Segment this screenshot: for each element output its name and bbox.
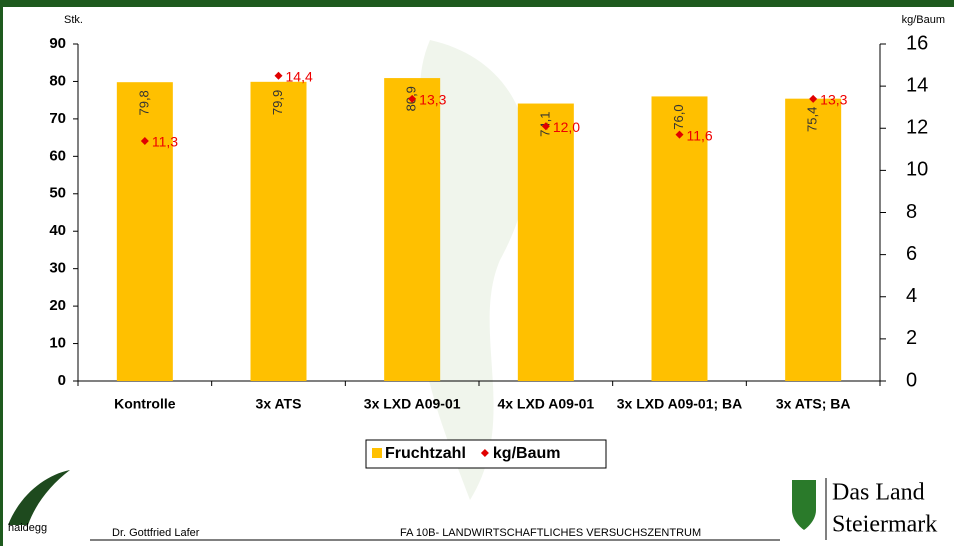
- bar: [116, 82, 173, 382]
- y2-tick-label: 10: [906, 159, 928, 181]
- left-bar: [0, 0, 3, 546]
- legend-label: Fruchtzahl: [385, 445, 466, 462]
- point-value-label: 11,6: [687, 127, 713, 143]
- y2-tick-label: 14: [906, 74, 928, 96]
- point: [274, 71, 283, 80]
- point-value-label: 11,3: [152, 134, 178, 150]
- logo-left-mark: [8, 470, 70, 525]
- logo-right-crest: [792, 480, 816, 530]
- point: [140, 136, 149, 145]
- point-value-label: 13,3: [419, 92, 446, 108]
- point-value-label: 12,0: [553, 119, 580, 135]
- logo-left: haidegg: [8, 522, 47, 534]
- logo-right-2: Steiermark: [832, 512, 937, 538]
- x-tick-label: 3x LXD A09-01: [364, 396, 461, 412]
- point: [541, 122, 550, 131]
- point: [675, 130, 684, 139]
- bar-value-label: 76,0: [671, 104, 686, 129]
- y2-tick-label: 0: [906, 369, 917, 391]
- y-tick-label: 70: [49, 110, 66, 127]
- legend-label: kg/Baum: [493, 445, 561, 462]
- legend-swatch: [372, 448, 382, 458]
- point-value-label: 13,3: [820, 92, 847, 108]
- y2-axis-title: kg/Baum: [902, 14, 945, 26]
- bar: [651, 96, 708, 381]
- watermark: [419, 40, 529, 500]
- x-tick-label: 3x ATS; BA: [776, 396, 851, 412]
- y2-tick-label: 4: [906, 285, 917, 307]
- y-tick-label: 20: [49, 297, 66, 314]
- institute: FA 10B- LANDWIRTSCHAFTLICHES VERSUCHSZEN…: [400, 527, 701, 539]
- x-tick-label: 4x LXD A09-01: [497, 396, 594, 412]
- y-axis-title: Stk.: [64, 14, 83, 26]
- y2-tick-label: 6: [906, 243, 917, 265]
- y-tick-label: 10: [49, 335, 66, 352]
- author: Dr. Gottfried Lafer: [112, 527, 200, 539]
- point-value-label: 14,4: [286, 68, 313, 84]
- x-tick-label: 3x LXD A09-01; BA: [617, 396, 743, 412]
- x-tick-label: Kontrolle: [114, 396, 176, 412]
- top-bar: [0, 0, 954, 7]
- point: [809, 94, 818, 103]
- legend-box: [365, 439, 607, 469]
- point: [408, 94, 417, 103]
- y2-tick-label: 2: [906, 327, 917, 349]
- legend-swatch: [480, 449, 489, 457]
- y-tick-label: 90: [49, 35, 66, 52]
- y-tick-label: 80: [49, 72, 66, 89]
- bar: [785, 98, 842, 382]
- logo-right-1: Das Land: [832, 480, 925, 506]
- y-tick-label: 50: [49, 185, 66, 202]
- y2-tick-label: 8: [906, 201, 917, 223]
- bar-value-label: 79,9: [270, 90, 285, 115]
- bar-value-label: 79,8: [136, 90, 151, 115]
- y-tick-label: 0: [58, 372, 66, 389]
- bar-value-label: 75,4: [805, 107, 820, 132]
- x-tick-label: 3x ATS: [256, 396, 302, 412]
- bar: [250, 81, 307, 382]
- y-tick-label: 40: [49, 222, 66, 239]
- legend: Fruchtzahl kg/Baum: [365, 439, 607, 469]
- y2-tick-label: 16: [906, 32, 928, 54]
- y2-tick-label: 12: [906, 117, 928, 139]
- bar: [517, 103, 574, 381]
- y-tick-label: 60: [49, 147, 66, 164]
- bar: [384, 78, 441, 381]
- y-tick-label: 30: [49, 260, 66, 277]
